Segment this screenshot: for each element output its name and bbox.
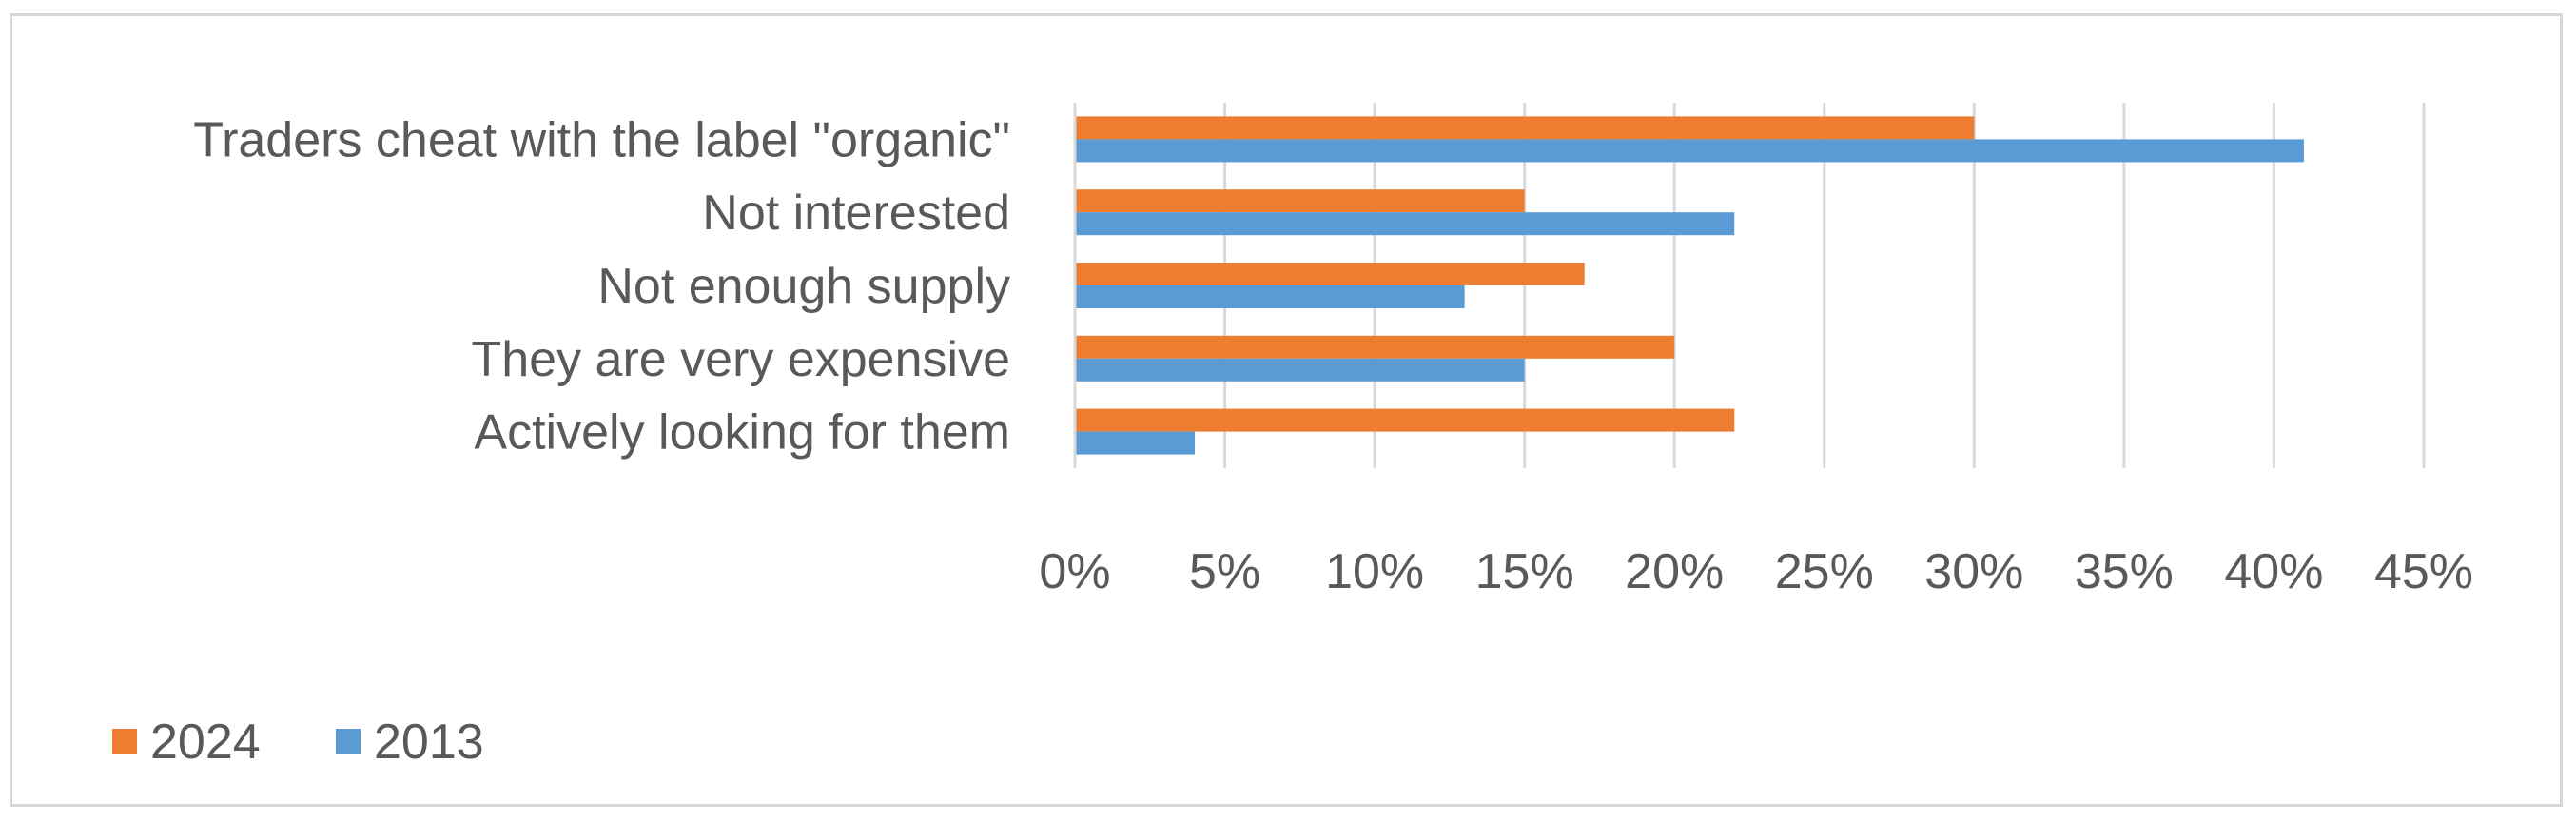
category-label: Not enough supply	[597, 259, 1010, 314]
category-label: Traders cheat with the label "organic"	[193, 112, 1010, 167]
x-tick-label: 15%	[1475, 544, 1574, 599]
legend-swatch	[336, 729, 361, 754]
bar-2024	[1075, 263, 1585, 285]
category-label: Not interested	[702, 186, 1010, 241]
bar-2024	[1075, 189, 1525, 213]
bar-2013	[1075, 139, 2304, 163]
x-tick-label: 25%	[1775, 544, 1874, 599]
bar-2024	[1075, 408, 1735, 432]
legend: 2024 2013	[112, 715, 484, 770]
x-tick-label: 10%	[1325, 544, 1424, 599]
bar-2013	[1075, 358, 1525, 382]
bars	[1075, 116, 2304, 455]
bar-2013	[1075, 431, 1196, 455]
bar-2013	[1075, 212, 1735, 236]
legend-label: 2024	[150, 715, 261, 770]
category-label: They are very expensive	[472, 332, 1011, 387]
legend-label: 2013	[374, 715, 484, 770]
legend-swatch	[112, 729, 137, 754]
gridlines	[1223, 103, 2426, 468]
category-label: Actively looking for them	[474, 405, 1010, 460]
x-tick-label: 0%	[1039, 544, 1110, 599]
x-tick-label: 35%	[2075, 544, 2174, 599]
x-tick-label: 5%	[1189, 544, 1260, 599]
x-tick-label: 20%	[1625, 544, 1724, 599]
x-tick-label: 45%	[2374, 544, 2473, 599]
bar-2024	[1075, 335, 1675, 359]
x-tick-label: 30%	[1924, 544, 2023, 599]
x-tick-label: 40%	[2224, 544, 2323, 599]
bar-2024	[1075, 116, 1975, 140]
category-labels: Traders cheat with the label "organic" No…	[193, 112, 1010, 460]
x-tick-labels: 0% 5% 10% 15% 20% 25% 30% 35% 40% 45%	[1039, 544, 2473, 599]
bar-2013	[1075, 285, 1465, 308]
